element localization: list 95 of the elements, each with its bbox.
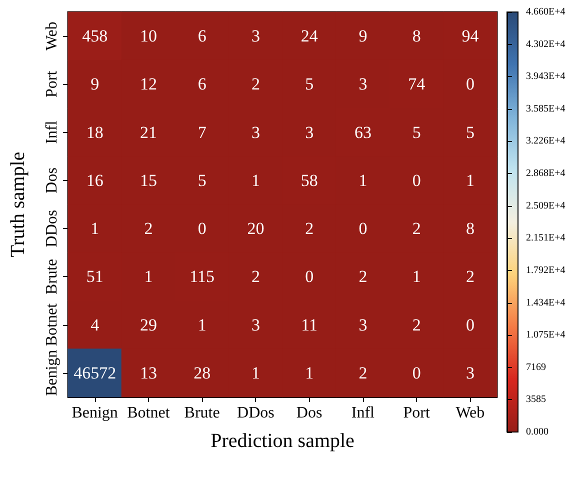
data-label: 5 — [305, 74, 314, 94]
data-label: 9 — [358, 26, 368, 46]
x-tick-label: Benign — [72, 404, 118, 422]
data-label: 9 — [90, 74, 100, 94]
data-label: 0 — [412, 363, 421, 382]
y-tick-label: DDos — [44, 210, 60, 248]
y-tick-label: Dos — [44, 168, 60, 194]
color-bar-label: 4.660E+4 — [526, 6, 566, 18]
data-label: 3 — [251, 122, 260, 142]
data-label: 2 — [358, 363, 368, 382]
x-tick-label: Botnet — [127, 404, 170, 422]
x-tick-label: Brute — [184, 404, 220, 422]
data-label: 1 — [305, 363, 314, 382]
data-label: 6 — [198, 26, 206, 46]
x-tick-label: Dos — [296, 404, 322, 422]
data-label: 3 — [358, 315, 368, 334]
data-label: 0 — [305, 267, 314, 286]
data-label: 2 — [412, 219, 421, 238]
data-label: 1 — [90, 219, 100, 238]
data-label: 11 — [301, 315, 318, 334]
data-label: 12 — [140, 74, 157, 94]
data-label: 3 — [358, 74, 368, 94]
data-label: 3 — [305, 122, 314, 142]
data-label: 18 — [86, 122, 104, 142]
data-label: 1 — [358, 170, 368, 190]
x-tick-label: Port — [403, 404, 430, 422]
data-label: 46572 — [74, 363, 116, 382]
data-label: 21 — [140, 122, 157, 142]
color-bar-label: 3.585E+4 — [526, 103, 566, 114]
data-label: 0 — [466, 74, 474, 94]
color-bar-label: 3.226E+4 — [526, 136, 566, 147]
color-bar-label: 1.434E+4 — [526, 297, 566, 308]
data-label: 0 — [412, 170, 421, 190]
data-label: 5 — [412, 122, 421, 142]
color-bar-label: 1.792E+4 — [526, 264, 566, 276]
data-label: 2 — [251, 74, 260, 94]
data-label: 7 — [198, 122, 207, 142]
color-bar-label: 1.075E+4 — [526, 330, 566, 341]
data-label: 8 — [412, 26, 421, 46]
data-label: 94 — [462, 26, 480, 46]
data-label: 8 — [466, 219, 474, 238]
data-label: 16 — [86, 170, 104, 190]
data-label: 2 — [466, 267, 474, 286]
color-bar-label: 4.302E+4 — [526, 38, 566, 50]
data-label: 1 — [466, 170, 474, 190]
data-label: 51 — [86, 267, 104, 286]
data-label: 13 — [140, 363, 157, 382]
data-label: 1 — [412, 267, 421, 286]
data-label: 74 — [408, 74, 426, 94]
x-tick-label: Infl — [351, 404, 376, 422]
data-label: 15 — [140, 170, 157, 190]
data-label: 2 — [144, 219, 153, 238]
data-label: 5 — [198, 170, 206, 190]
color-bar-label: 2.151E+4 — [526, 232, 566, 244]
x-tick-label: Web — [456, 404, 485, 422]
data-label: 3 — [466, 363, 474, 382]
color-bar-label: 2.509E+4 — [526, 200, 566, 212]
data-label: 4 — [90, 315, 100, 334]
data-label: 458 — [82, 26, 108, 46]
data-label: 0 — [358, 219, 368, 238]
data-label: 1 — [251, 170, 260, 190]
data-label: 6 — [198, 74, 206, 94]
data-label: 29 — [140, 315, 157, 334]
data-label: 63 — [354, 122, 372, 142]
y-axis-title: Truth sample — [7, 152, 29, 258]
data-label: 58 — [300, 170, 318, 190]
y-tick-label: Web — [44, 22, 60, 51]
y-tick-label: Botnet — [44, 302, 60, 346]
x-axis-title: Prediction sample — [210, 430, 355, 452]
data-label: 2 — [358, 267, 368, 286]
data-label: 1 — [144, 267, 153, 286]
color-bar-label: 3585 — [526, 394, 546, 406]
data-label: 2 — [412, 315, 421, 334]
data-label: 24 — [300, 26, 318, 46]
data-label: 3 — [251, 26, 260, 46]
data-label: 3 — [251, 315, 260, 334]
color-bar-label: 2.868E+4 — [526, 168, 566, 180]
data-label: 1 — [251, 363, 260, 382]
data-label: 2 — [305, 219, 314, 238]
data-label: 2 — [251, 267, 260, 286]
data-label: 28 — [194, 363, 211, 382]
color-bar-label: 0.000 — [526, 426, 548, 438]
y-tick-label: Infl — [44, 120, 60, 144]
y-tick-label: Port — [44, 70, 60, 98]
data-label: 0 — [198, 219, 206, 238]
color-bar-label: 3.943E+4 — [526, 71, 566, 82]
data-label: 115 — [190, 267, 214, 286]
y-tick-label: Brute — [44, 258, 60, 294]
data-label: 20 — [247, 219, 264, 238]
data-label: 10 — [140, 26, 157, 46]
data-label: 1 — [198, 315, 206, 334]
data-label: 5 — [466, 122, 474, 142]
x-tick-label: DDos — [237, 404, 274, 422]
data-label: 0 — [466, 315, 474, 334]
color-bar-label: 7169 — [526, 362, 546, 373]
